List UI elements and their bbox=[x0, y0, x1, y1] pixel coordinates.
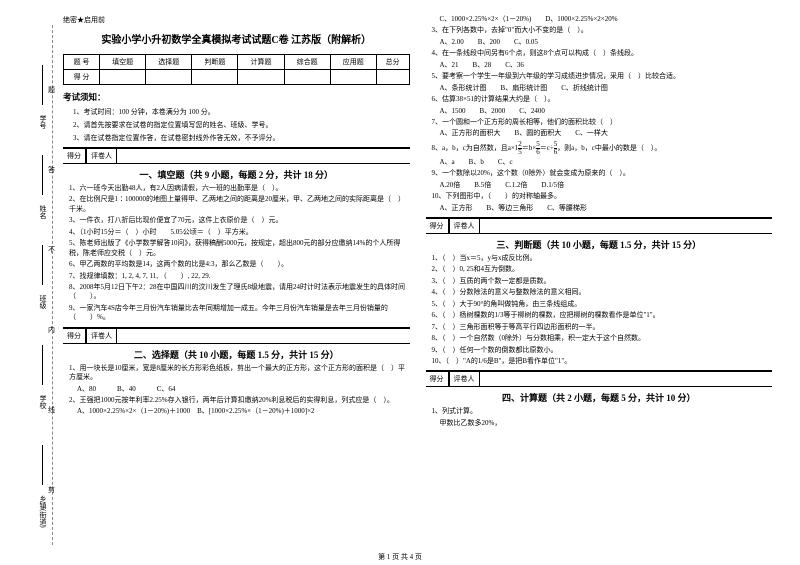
choice-q: 1、用一块长是10厘米，宽是8厘米的长方形彩色纸板，剪出一个最大的正方形，这个正… bbox=[69, 364, 410, 383]
bind-label: 班级 bbox=[38, 295, 48, 309]
choice-q8: 8、a，b，c为自然数，且a×125＝b×56＝c÷56，则a，b，c中最小的数… bbox=[432, 141, 773, 156]
th: 应用题 bbox=[330, 55, 376, 70]
th: 综合题 bbox=[284, 55, 330, 70]
fill-q: 5、陈老师出版了《小学数学解答10问》，获得稿酬5000元，按规定，超出800元… bbox=[69, 239, 410, 258]
choice-q: 6、估算38×51的计算结果大约是（ ）。 bbox=[432, 95, 773, 104]
choice-opts: A、条形统计图 B、扇形统计图 C、折线统计图 bbox=[440, 84, 773, 93]
section-title-fill: 一、填空题（共 9 小题，每题 2 分，共计 18 分） bbox=[63, 168, 410, 181]
judge-q: 10、（ ）"A的1/6是B"，是把B看作单位"1"。 bbox=[432, 357, 773, 366]
bind-line bbox=[42, 445, 43, 485]
cut-word: 剪 bbox=[48, 485, 55, 495]
choice-q: 9、一个数除以20%，这个数（0除外）就会变成为原来的（ ）。 bbox=[432, 169, 773, 178]
grader-bar: 得分评卷人 bbox=[63, 327, 410, 344]
grader-score: 得分 bbox=[426, 372, 450, 386]
th: 题 号 bbox=[64, 55, 100, 70]
judge-q: 9、（ ）任何一个数的倒数都比原数小。 bbox=[432, 346, 773, 355]
choice-opts: A、1500 B、2000 C、2400 bbox=[440, 107, 773, 116]
grader-score: 得分 bbox=[63, 329, 87, 343]
choice-opts: A.20倍 B.5倍 C.1.2倍 D.1/5倍 bbox=[440, 181, 773, 190]
secret-label: 绝密★启用前 bbox=[63, 15, 410, 25]
th: 计算题 bbox=[238, 55, 284, 70]
choice-opts: A、正方形 B、等边三角形 C、等腰梯形 bbox=[440, 204, 773, 213]
bind-line bbox=[42, 245, 43, 285]
exam-title: 实验小学小升初数学全真模拟考试试题C卷 江苏版（附解析） bbox=[63, 31, 410, 46]
judge-q: 7、（ ）三角形面积等于等高平行四边形面积的一半。 bbox=[432, 323, 773, 332]
grader-person: 评卷人 bbox=[87, 149, 117, 163]
choice-opts: A、21 B、28 C、36 bbox=[440, 61, 773, 70]
choice-q: 3、在下列各数中，去掉"0"而大小不变的是（ ）。 bbox=[432, 26, 773, 35]
choice-opts: A、80 B、40 C、64 bbox=[77, 385, 410, 394]
judge-q: 2、（ ）0, 25和4互为倒数。 bbox=[432, 265, 773, 274]
section-title-judge: 三、判断题（共 10 小题，每题 1.5 分，共计 15 分） bbox=[426, 238, 773, 251]
section-title-choice: 二、选择题（共 10 小题，每题 1.5 分，共计 15 分） bbox=[63, 348, 410, 361]
judge-q: 8、（ ）一个自然数（0除外）与分数相乘，积一定大于这个自然数。 bbox=[432, 334, 773, 343]
grader-person: 评卷人 bbox=[450, 372, 480, 386]
bind-label: 乡镇(街道) bbox=[38, 495, 48, 528]
choice-opts: A、a B、b C、c bbox=[440, 158, 773, 167]
choice-q: 5、要考察一个学生一年级到六年级的学习成绩进步情况，采用（ ）比较合适。 bbox=[432, 72, 773, 81]
calc-q: 1、列式计算。 bbox=[432, 407, 773, 416]
fill-q: 4、（1小时15分＝（ ）小时 5.05公顷＝（ ）平方米。 bbox=[69, 228, 410, 237]
cut-word: 线 bbox=[48, 405, 55, 415]
bind-label: 姓名 bbox=[38, 205, 48, 219]
choice-opts: C、1000×2.25%×2×（1－20%) D、1000×2.25%×2×20… bbox=[440, 15, 773, 24]
bind-line bbox=[42, 345, 43, 385]
choice-q: 2、王强把1000元按年利率2.25%存入银行，两年后计算扣缴纳20%利息税后的… bbox=[69, 396, 410, 405]
notice-item: 2、请首先按要求在试卷的指定位置填写您的姓名、班级、学号。 bbox=[73, 120, 410, 130]
grader-score: 得分 bbox=[426, 219, 450, 233]
cut-word: 题 bbox=[48, 85, 55, 95]
grader-person: 评卷人 bbox=[450, 219, 480, 233]
choice-q: 10、下列图形中，（ ）的对称轴最多。 bbox=[432, 192, 773, 201]
th: 填空题 bbox=[100, 55, 146, 70]
th: 判断题 bbox=[192, 55, 238, 70]
score-table: 题 号 填空题 选择题 判断题 计算题 综合题 应用题 总分 得 分 bbox=[63, 54, 410, 85]
bind-line bbox=[42, 155, 43, 195]
bind-label: 学校 bbox=[38, 395, 48, 409]
choice-q: 7、一个圆和一个正方形的周长相等，他们的面积比较（ ） bbox=[432, 118, 773, 127]
notice-item: 3、请在试卷指定位置作答，在试卷密封线外作答无效，不予评分。 bbox=[73, 133, 410, 143]
notice-item: 1、考试时间：100 分钟，本卷满分为 100 分。 bbox=[73, 107, 410, 117]
judge-q: 5、（ ）大于90°的角叫做钝角，由三条线组成。 bbox=[432, 300, 773, 309]
choice-opts: A、1000×2.25%×2×（1－20%)＋1000 B、[1000×2.25… bbox=[77, 407, 410, 416]
th: 选择题 bbox=[146, 55, 192, 70]
choice-q: 4、在一条线段中间另有6个点，则这8个点可以构成（ ）条线段。 bbox=[432, 49, 773, 58]
grader-bar: 得分评卷人 bbox=[426, 370, 773, 387]
cut-word: 答 bbox=[48, 165, 55, 175]
th: 总分 bbox=[376, 55, 409, 70]
grader-score: 得分 bbox=[63, 149, 87, 163]
fill-q: 8、2008年5月12日下午2：28在中国四川的汶川发生了理氏8级地震，请用24… bbox=[69, 283, 410, 302]
td: 得 分 bbox=[64, 70, 100, 85]
td-blank bbox=[100, 70, 146, 85]
judge-q: 4、（ ）分数除法的意义与整数除法的意义相同。 bbox=[432, 288, 773, 297]
fill-q: 2、在比例尺是1∶100000的地图上量得甲、乙两地之间的距离是20厘米，甲、乙… bbox=[69, 195, 410, 214]
choice-opts: A、2.00 B、200 C、0.05 bbox=[440, 38, 773, 47]
calc-sub: 甲数比乙数多20%， bbox=[440, 419, 773, 428]
page-footer: 第 1 页 共 4 页 bbox=[0, 552, 800, 562]
notice-title: 考试须知： bbox=[63, 91, 410, 103]
grader-bar: 得分评卷人 bbox=[63, 147, 410, 164]
bind-line bbox=[42, 65, 43, 105]
cut-word: 内 bbox=[48, 325, 55, 335]
section-title-calc: 四、计算题（共 2 小题，每题 5 分，共计 10 分） bbox=[426, 391, 773, 404]
judge-q: 3、（ ）互质的两个数一定都是质数。 bbox=[432, 277, 773, 286]
fill-q: 3、一件衣，打八折后比现价便宜了70元，这件上衣原价是（ ）元。 bbox=[69, 216, 410, 225]
fill-q: 1、六一班今天出勤48人，有2人因病请假，六一班的出勤率是（ ）。 bbox=[69, 184, 410, 193]
fill-q: 7、找规律填数：1, 2, 4, 7, 11, （ ）, 22, 29. bbox=[69, 272, 410, 281]
fill-q: 9、一家汽车4S店今年三月份汽车销量比去年同期增加一成五。今年三月份汽车销量是去… bbox=[69, 304, 410, 323]
choice-opts: A、正方形的面积大 B、圆的面积大 C、一样大 bbox=[440, 129, 773, 138]
fill-q: 6、甲乙两数的平均数是14，这两个数的比是4:3，那么乙数是（ ）。 bbox=[69, 260, 410, 269]
judge-q: 6、（ ）杨树棵数的1/3等于柳树的棵数，应把柳树的棵数看作是单位"1"。 bbox=[432, 311, 773, 320]
judge-q: 1、（ ）当x＝5，y与x成反比例。 bbox=[432, 254, 773, 263]
bind-label: 学号 bbox=[38, 115, 48, 129]
grader-person: 评卷人 bbox=[87, 329, 117, 343]
cut-word: 不 bbox=[48, 245, 55, 255]
grader-bar: 得分评卷人 bbox=[426, 217, 773, 234]
